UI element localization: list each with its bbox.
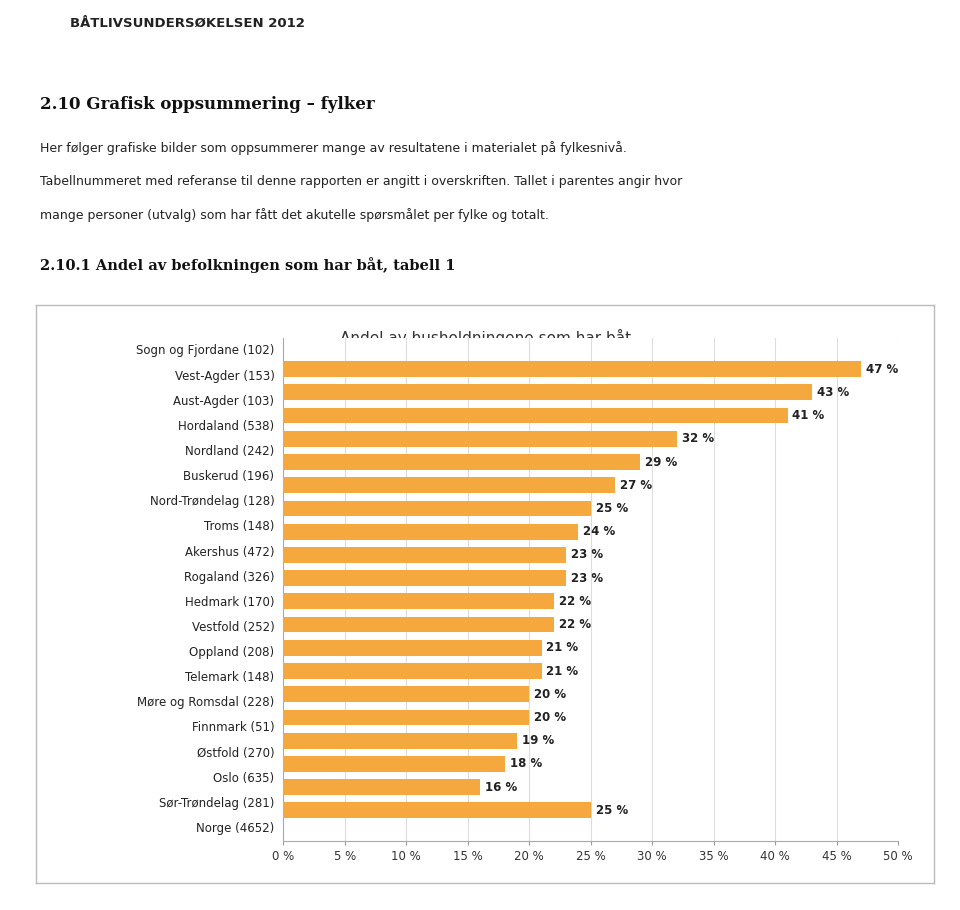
Text: 18 %: 18 % <box>510 757 541 771</box>
Text: Tabellnummeret med referanse til denne rapporten er angitt i overskriften. Talle: Tabellnummeret med referanse til denne r… <box>40 175 683 187</box>
Text: 32 %: 32 % <box>682 432 714 445</box>
Text: 19 %: 19 % <box>522 734 554 747</box>
Bar <box>283 803 590 818</box>
Text: mange personer (utvalg) som har fått det akutelle spørsmålet per fylke og totalt: mange personer (utvalg) som har fått det… <box>40 208 549 222</box>
Text: Akershus (472): Akershus (472) <box>185 545 275 559</box>
Text: 21 %: 21 % <box>546 642 579 654</box>
Text: Nord-Trøndelag (128): Nord-Trøndelag (128) <box>150 495 275 509</box>
Bar <box>283 593 554 609</box>
Text: 23 %: 23 % <box>571 571 603 584</box>
Text: 2.10.1 Andel av befolkningen som har båt, tabell 1: 2.10.1 Andel av befolkningen som har båt… <box>40 257 456 272</box>
Bar <box>283 478 615 493</box>
Bar <box>283 617 554 632</box>
Text: 41 %: 41 % <box>792 410 825 422</box>
Text: 25 %: 25 % <box>595 502 628 515</box>
Text: 29 %: 29 % <box>645 456 677 469</box>
Text: 2.10 Grafisk oppsummering – fylker: 2.10 Grafisk oppsummering – fylker <box>40 96 375 113</box>
Text: 23 %: 23 % <box>571 549 603 561</box>
Text: Rogaland (326): Rogaland (326) <box>184 571 275 583</box>
Text: 22 %: 22 % <box>559 618 591 631</box>
Bar <box>283 547 566 562</box>
Text: Norge (4652): Norge (4652) <box>196 822 275 835</box>
Bar <box>283 733 517 749</box>
Text: 14: 14 <box>16 15 39 33</box>
Text: Andel av husholdningene som har båt: Andel av husholdningene som har båt <box>340 329 631 346</box>
Bar <box>283 571 566 586</box>
Text: Vestfold (252): Vestfold (252) <box>192 621 275 634</box>
Bar <box>283 454 640 470</box>
Text: 21 %: 21 % <box>546 664 579 678</box>
Text: Oppland (208): Oppland (208) <box>189 646 275 659</box>
Text: Aust-Agder (103): Aust-Agder (103) <box>174 395 275 408</box>
Text: Sogn og Fjordane (102): Sogn og Fjordane (102) <box>136 344 275 358</box>
Bar <box>283 756 505 772</box>
Bar <box>283 431 677 447</box>
Text: Møre og Romsdal (228): Møre og Romsdal (228) <box>137 696 275 709</box>
Text: Buskerud (196): Buskerud (196) <box>183 470 275 483</box>
Text: BÅTLIVSUNDERSØKELSEN 2012: BÅTLIVSUNDERSØKELSEN 2012 <box>69 17 304 30</box>
Bar <box>283 384 812 400</box>
Text: 43 %: 43 % <box>817 386 850 399</box>
Text: Vest-Agder (153): Vest-Agder (153) <box>175 369 275 382</box>
Bar <box>283 524 579 540</box>
Bar <box>283 361 861 377</box>
Text: Sør-Trøndelag (281): Sør-Trøndelag (281) <box>159 797 275 810</box>
Bar <box>283 710 529 725</box>
Text: 27 %: 27 % <box>620 479 653 491</box>
Text: 47 %: 47 % <box>866 362 899 376</box>
Text: Østfold (270): Østfold (270) <box>197 746 275 760</box>
Bar <box>283 640 541 656</box>
Text: 22 %: 22 % <box>559 595 591 608</box>
Text: 24 %: 24 % <box>584 525 615 538</box>
Bar <box>283 686 529 703</box>
Text: Troms (148): Troms (148) <box>204 521 275 533</box>
Bar <box>283 501 590 516</box>
Text: 20 %: 20 % <box>534 688 566 701</box>
Text: Telemark (148): Telemark (148) <box>185 672 275 684</box>
Text: Her følger grafiske bilder som oppsummerer mange av resultatene i materialet på : Her følger grafiske bilder som oppsummer… <box>40 141 627 155</box>
Bar <box>283 663 541 679</box>
Text: 20 %: 20 % <box>534 711 566 724</box>
Text: 16 %: 16 % <box>485 781 517 794</box>
Text: Oslo (635): Oslo (635) <box>213 772 275 784</box>
Text: Nordland (242): Nordland (242) <box>185 445 275 458</box>
Text: Hordaland (538): Hordaland (538) <box>179 420 275 433</box>
Text: Finnmark (51): Finnmark (51) <box>192 722 275 734</box>
Text: 25 %: 25 % <box>595 804 628 817</box>
Bar <box>283 408 787 423</box>
Bar <box>283 779 480 795</box>
Text: Hedmark (170): Hedmark (170) <box>185 596 275 609</box>
